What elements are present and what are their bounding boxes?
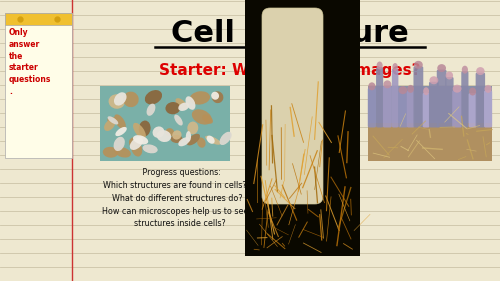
Text: Starter: What are the images?: Starter: What are the images? <box>159 64 421 78</box>
Text: Cell Structure: Cell Structure <box>171 19 409 47</box>
Ellipse shape <box>129 137 141 149</box>
Bar <box>368 86 492 126</box>
Ellipse shape <box>145 90 162 105</box>
FancyBboxPatch shape <box>368 88 376 128</box>
Ellipse shape <box>174 115 183 126</box>
FancyBboxPatch shape <box>398 92 407 128</box>
Ellipse shape <box>104 119 116 131</box>
Text: Progress questions:
Which structures are found in cells?
  What do different str: Progress questions: Which structures are… <box>102 168 248 228</box>
FancyBboxPatch shape <box>445 77 454 128</box>
Ellipse shape <box>205 136 221 145</box>
Ellipse shape <box>414 61 423 69</box>
Ellipse shape <box>430 76 438 84</box>
Ellipse shape <box>114 147 131 158</box>
FancyBboxPatch shape <box>414 66 424 128</box>
Ellipse shape <box>114 114 126 129</box>
Ellipse shape <box>423 87 429 95</box>
Ellipse shape <box>446 71 453 80</box>
Ellipse shape <box>178 103 190 111</box>
Ellipse shape <box>206 136 214 144</box>
Ellipse shape <box>186 131 191 142</box>
Ellipse shape <box>376 62 382 69</box>
Bar <box>245 0 360 256</box>
Ellipse shape <box>116 127 127 136</box>
Ellipse shape <box>186 134 200 145</box>
Bar <box>5 13 72 158</box>
FancyBboxPatch shape <box>437 70 446 128</box>
Ellipse shape <box>211 92 219 100</box>
Ellipse shape <box>138 121 150 137</box>
Ellipse shape <box>142 144 158 153</box>
FancyBboxPatch shape <box>468 93 476 128</box>
Ellipse shape <box>178 137 190 146</box>
FancyBboxPatch shape <box>383 86 392 128</box>
Ellipse shape <box>152 126 164 138</box>
Ellipse shape <box>133 135 148 144</box>
Ellipse shape <box>146 104 156 116</box>
Ellipse shape <box>103 147 118 158</box>
FancyBboxPatch shape <box>452 90 462 128</box>
FancyBboxPatch shape <box>484 90 492 128</box>
Ellipse shape <box>108 116 118 124</box>
FancyBboxPatch shape <box>392 69 398 128</box>
Bar <box>368 123 492 161</box>
Ellipse shape <box>408 85 414 93</box>
Ellipse shape <box>452 85 462 93</box>
Ellipse shape <box>392 63 398 71</box>
Ellipse shape <box>166 102 180 114</box>
Ellipse shape <box>484 85 492 93</box>
Ellipse shape <box>170 135 182 143</box>
Ellipse shape <box>398 86 407 94</box>
Ellipse shape <box>384 80 392 88</box>
FancyBboxPatch shape <box>462 71 468 128</box>
Bar <box>5 13 72 25</box>
Ellipse shape <box>108 117 118 124</box>
Ellipse shape <box>197 137 205 148</box>
Ellipse shape <box>186 96 196 110</box>
FancyBboxPatch shape <box>476 72 485 128</box>
Ellipse shape <box>114 137 125 151</box>
FancyBboxPatch shape <box>407 90 414 128</box>
Ellipse shape <box>188 122 198 134</box>
Bar <box>100 86 230 161</box>
Ellipse shape <box>176 98 188 110</box>
FancyBboxPatch shape <box>429 82 439 128</box>
Bar <box>368 86 492 161</box>
FancyBboxPatch shape <box>262 8 323 204</box>
Ellipse shape <box>130 137 143 150</box>
Ellipse shape <box>368 82 376 90</box>
Ellipse shape <box>172 130 182 140</box>
FancyBboxPatch shape <box>376 67 383 128</box>
Ellipse shape <box>220 132 232 145</box>
Text: Only
answer
the
starter
questions
.: Only answer the starter questions . <box>9 28 51 96</box>
Ellipse shape <box>192 109 212 124</box>
Ellipse shape <box>212 91 224 103</box>
Ellipse shape <box>133 123 146 139</box>
Ellipse shape <box>108 94 125 109</box>
Ellipse shape <box>476 67 484 75</box>
Ellipse shape <box>438 64 446 72</box>
Ellipse shape <box>156 130 171 142</box>
Ellipse shape <box>190 91 210 105</box>
Ellipse shape <box>462 66 468 74</box>
Ellipse shape <box>166 128 174 136</box>
FancyBboxPatch shape <box>422 93 430 128</box>
Ellipse shape <box>123 92 138 107</box>
Ellipse shape <box>114 92 126 106</box>
Ellipse shape <box>202 115 213 124</box>
Ellipse shape <box>469 88 476 96</box>
Ellipse shape <box>131 140 142 157</box>
